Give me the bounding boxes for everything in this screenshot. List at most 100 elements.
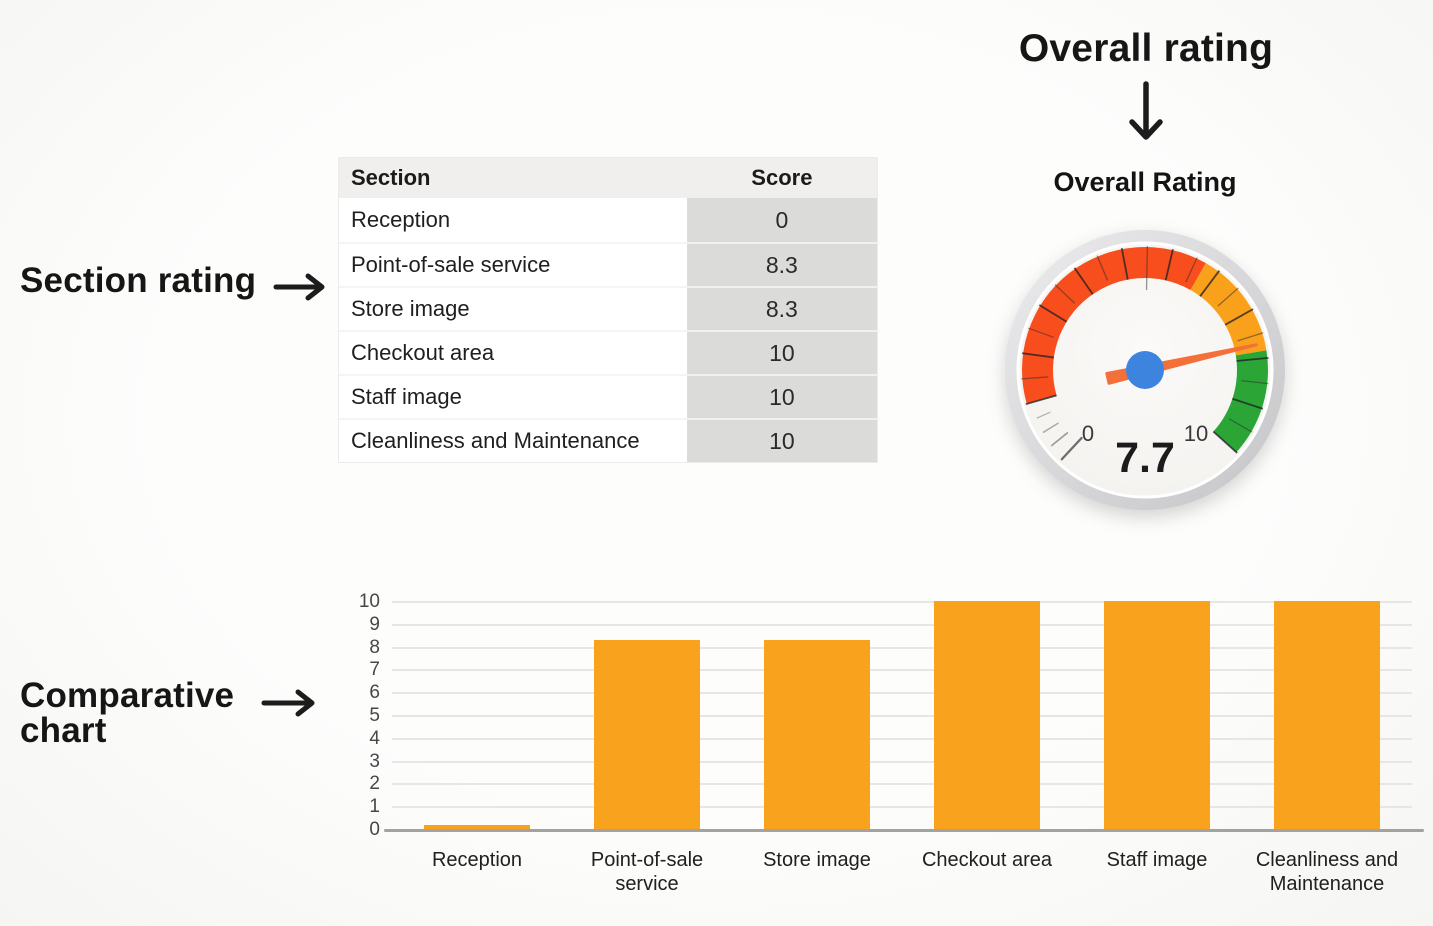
gauge-subtick: [1042, 422, 1059, 433]
gauge-hub: [1126, 351, 1164, 389]
x-axis-category-label: Reception: [431, 849, 523, 871]
score-cell: 8.3: [686, 242, 877, 286]
y-axis-tick-label: 0: [369, 819, 380, 840]
table-row: Store image 8.3: [339, 286, 877, 330]
gauge-value: 7.7: [1115, 434, 1175, 482]
bar: [1104, 601, 1210, 829]
score-cell: 8.3: [686, 286, 877, 330]
section-cell: Checkout area: [339, 330, 687, 374]
table-row: Point-of-sale service 8.3: [339, 242, 877, 286]
score-cell: 10: [686, 418, 877, 462]
table-body: Reception 0 Point-of-sale service 8.3 Store …: [339, 198, 877, 462]
gauge-min-label: 0: [1081, 421, 1095, 446]
gridline: [392, 646, 1412, 649]
gauge-tick: [1120, 248, 1129, 280]
gauge-ticks: [1021, 246, 1269, 461]
y-axis-tick-label: 8: [369, 636, 380, 658]
comparative-bar-chart: 0 1 2 3 4 5 6 7 8 9 10 Reception Point-of-sale servi…: [340, 588, 1433, 918]
gridline: [392, 623, 1412, 626]
column-header-section: Section: [351, 165, 431, 190]
table-row: Staff image 10: [339, 374, 877, 418]
y-axis-tick-label: 5: [369, 705, 380, 726]
y-axis-tick-label: 6: [369, 682, 380, 704]
section-rating-annotation: Section rating: [20, 261, 256, 301]
gauge-tick: [1236, 357, 1269, 362]
gridline: [392, 692, 1412, 695]
gauge-tick: [1096, 255, 1109, 281]
y-axis-tick-label: 3: [369, 750, 380, 772]
gauge-tick: [1028, 327, 1054, 338]
overall-rating-annotation: Overall rating: [1000, 27, 1292, 71]
y-axis-tick-label: 7: [369, 659, 380, 681]
y-axis-tick-label: 10: [358, 591, 380, 612]
y-axis-tick-label: 4: [369, 727, 380, 749]
gauge-tick: [1237, 332, 1264, 342]
gridline: [392, 715, 1412, 717]
bar: [934, 601, 1040, 829]
gauge-tick: [1073, 267, 1094, 295]
gauge-tick: [1217, 287, 1239, 307]
gauge-subtick: [1036, 411, 1051, 419]
gridline: [392, 737, 1412, 740]
x-axis-category-label: Store image: [763, 849, 871, 871]
table-row: Reception 0: [339, 198, 877, 242]
section-cell: Cleanliness and Maintenance: [339, 418, 687, 462]
x-axis-category-label: Point-of-sale service: [590, 849, 704, 895]
x-axis-category-label: Checkout area: [921, 849, 1053, 871]
bar: [424, 825, 530, 829]
section-cell: Staff image: [339, 374, 687, 418]
gauge-tick: [1232, 397, 1264, 410]
gauge-tick: [1025, 394, 1057, 406]
bar: [764, 640, 870, 829]
gauge-tick: [1241, 379, 1269, 385]
gauge-subtick: [1050, 432, 1069, 447]
gauge-tick: [1224, 308, 1254, 326]
gridline: [392, 760, 1412, 763]
comparative-chart-label: Comparative chart: [20, 676, 235, 750]
section-cell: Reception: [339, 198, 687, 242]
right-arrow-icon: [261, 689, 315, 717]
table-row: Cleanliness and Maintenance 10: [339, 418, 877, 462]
x-axis-line: [384, 829, 1424, 832]
gauge-tick: [1164, 248, 1174, 281]
down-arrow-icon: [1129, 81, 1163, 140]
column-header-score: Score: [751, 165, 813, 190]
score-cell: 10: [686, 374, 877, 418]
score-cell: 10: [686, 330, 877, 374]
y-axis-tick-label: 1: [369, 796, 380, 818]
gauge-tick: [1228, 418, 1253, 433]
gauge-tick: [1145, 246, 1149, 291]
table-row: Checkout area 10: [339, 330, 877, 374]
gauge-tick: [1038, 304, 1068, 323]
gridline: [392, 601, 1412, 603]
gauge-tick: [1021, 376, 1049, 380]
gauge-max-label: 10: [1183, 421, 1209, 446]
y-axis-tick-label: 2: [369, 773, 380, 795]
section-rating-table: Section Score Reception 0 Point-of-sale se…: [338, 157, 878, 463]
x-axis-category-label: Cleanliness and Maintenance: [1255, 849, 1399, 895]
gauge-tick: [1022, 352, 1054, 359]
gauge-title: Overall Rating: [1053, 167, 1237, 197]
section-rating-label: Section rating: [20, 261, 257, 300]
bar: [1274, 601, 1380, 829]
gauge-tick: [1054, 284, 1076, 304]
score-cell: 0: [686, 198, 877, 242]
table-header-row: Section Score: [339, 158, 877, 198]
gridline: [392, 806, 1412, 809]
y-axis-tick-label: 9: [369, 613, 380, 635]
gauge-subtick: [1060, 436, 1083, 461]
gridline: [392, 669, 1412, 672]
gauge-segment-mid: [1190, 263, 1267, 356]
gauge-tick: [1185, 257, 1198, 283]
x-axis-category-label: Staff image: [1106, 849, 1208, 871]
overall-rating-gauge: [1005, 230, 1285, 510]
overall-rating-heading: Overall rating: [1018, 27, 1274, 70]
section-cell: Store image: [339, 286, 687, 330]
bar: [594, 640, 700, 829]
right-arrow-icon: [273, 273, 325, 301]
comparative-chart-annotation: Comparative chart: [20, 678, 270, 748]
gridline: [392, 783, 1412, 786]
gauge-tick: [1199, 270, 1220, 297]
gauge-segment-low: [1021, 247, 1206, 404]
